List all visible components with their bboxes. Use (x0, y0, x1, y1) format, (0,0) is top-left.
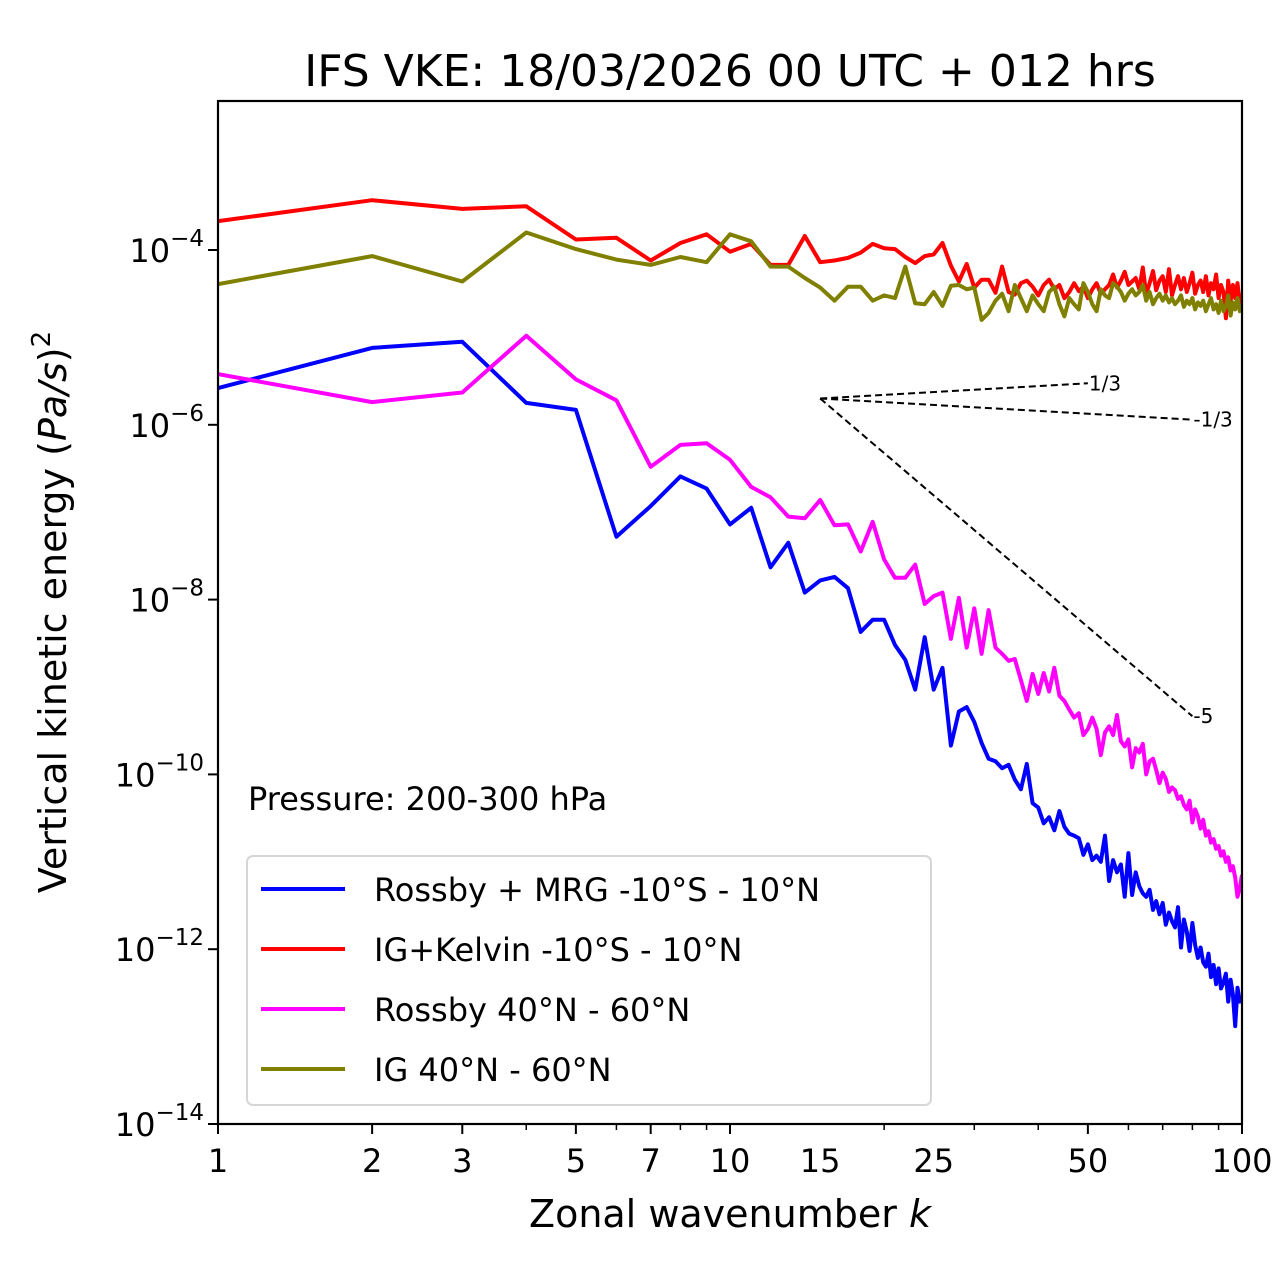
legend-label-2: IG+Kelvin -10°S - 10°N (374, 931, 742, 969)
slope-label-2: -1/3 (1193, 408, 1232, 432)
y-axis-label: Vertical kinetic energy (Pa/s)2 (27, 331, 75, 893)
slope-line-2 (820, 397, 1193, 421)
x-tick-label: 100 (1211, 1142, 1272, 1180)
x-tick-label: 15 (800, 1142, 841, 1180)
y-axis: 10−14 10−12 10−10 10−8 10−6 10−4 (115, 226, 218, 1144)
slope-line-1 (820, 382, 1088, 400)
y-axis-label-main: Vertical kinetic energy ( (31, 441, 75, 893)
x-tick-label: 1 (208, 1142, 228, 1180)
series-line-3 (218, 333, 1242, 899)
y-tick-label: 10−6 (129, 401, 204, 445)
slope-label-1: 1/3 (1089, 371, 1121, 395)
x-tick-label: 3 (452, 1142, 472, 1180)
x-tick-label: 10 (710, 1142, 751, 1180)
x-axis-label: Zonal wavenumber k (529, 1192, 933, 1236)
x-axis: 1 2 3 5 7 10 15 25 50 100 (208, 1124, 1273, 1180)
y-tick-label: 10−8 (129, 576, 204, 620)
legend-label-3: Rossby 40°N - 60°N (374, 991, 690, 1029)
x-tick-label: 5 (566, 1142, 586, 1180)
legend-label-4: IG 40°N - 60°N (374, 1051, 612, 1089)
legend-box (246, 855, 932, 1106)
series-layer (218, 198, 1242, 1029)
y-axis-label-unit: Pa/s (31, 362, 75, 441)
y-axis-label-close: ) (31, 347, 75, 362)
pressure-annotation: Pressure: 200-300 hPa (248, 780, 607, 818)
y-tick-label: 10−12 (115, 925, 204, 969)
y-axis-label-exponent: 2 (27, 331, 57, 348)
x-tick-label: 25 (913, 1142, 954, 1180)
legend: Rossby + MRG -10°S - 10°N IG+Kelvin -10°S… (246, 855, 932, 1106)
slope-line-3 (819, 397, 1194, 717)
y-tick-label: 10−4 (129, 226, 204, 270)
x-tick-label: 2 (362, 1142, 382, 1180)
y-tick-label: 10−10 (115, 750, 204, 794)
slope-label-3: -5 (1193, 704, 1213, 728)
series-line-1 (218, 339, 1242, 1029)
series-line-4 (218, 230, 1242, 322)
x-axis-label-var: k (909, 1192, 933, 1236)
y-tick-label: 10−14 (115, 1100, 204, 1144)
legend-label-1: Rossby + MRG -10°S - 10°N (374, 871, 820, 909)
x-tick-label: 7 (641, 1142, 661, 1180)
x-tick-label: 50 (1068, 1142, 1109, 1180)
x-axis-label-main: Zonal wavenumber (529, 1192, 909, 1236)
chart-title: IFS VKE: 18/03/2026 00 UTC + 012 hrs (304, 46, 1156, 97)
reference-slopes: 1/3 -1/3 -5 (819, 371, 1233, 728)
